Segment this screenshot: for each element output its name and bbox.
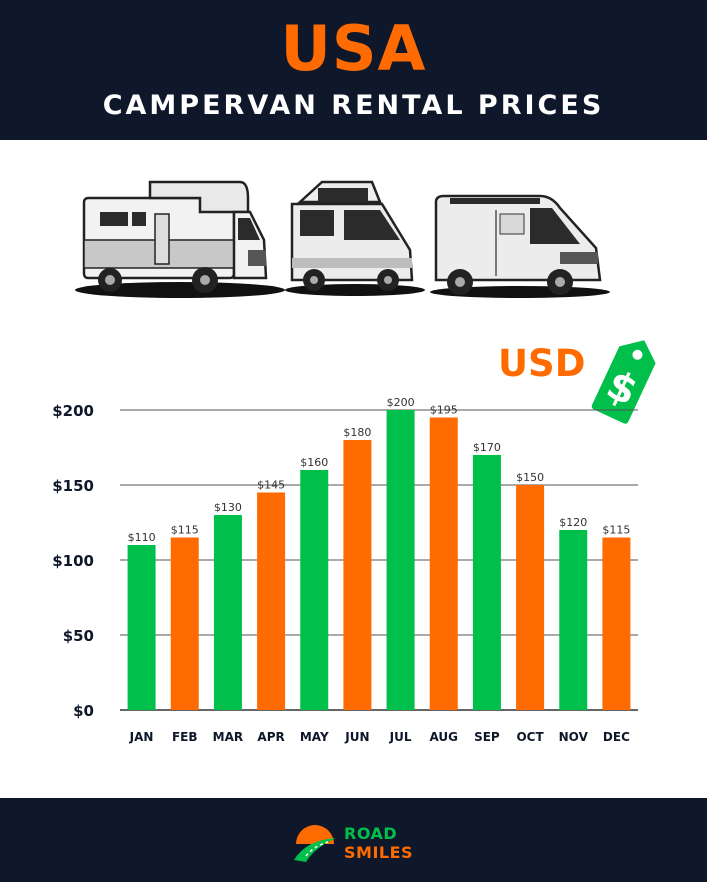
x-tick-label: DEC xyxy=(603,730,630,744)
data-label: $115 xyxy=(602,524,630,537)
data-label: $195 xyxy=(430,404,458,417)
data-label: $130 xyxy=(214,501,242,514)
data-label: $180 xyxy=(343,426,371,439)
bar xyxy=(170,537,199,710)
y-tick-label: $100 xyxy=(52,552,94,570)
brand-logo: ROAD SMILES xyxy=(344,824,413,862)
x-tick-label: JUN xyxy=(344,730,369,744)
brand-line-2: SMILES xyxy=(344,843,414,862)
footer xyxy=(0,798,707,882)
x-tick-label: MAY xyxy=(300,730,329,744)
x-tick-label: JUL xyxy=(389,730,412,744)
data-label: $200 xyxy=(387,396,415,409)
x-tick-label: NOV xyxy=(559,730,589,744)
data-label: $115 xyxy=(171,524,199,537)
bar xyxy=(429,417,458,710)
header: USA CAMPERVAN RENTAL PRICES xyxy=(0,0,707,140)
vehicle-illustrations xyxy=(75,180,610,298)
x-tick-label: MAR xyxy=(213,730,243,744)
bar xyxy=(602,537,631,710)
bar xyxy=(213,515,242,710)
bar xyxy=(472,455,501,710)
bar xyxy=(516,485,545,710)
popup-campervan-icon xyxy=(285,180,425,296)
road-logo-icon xyxy=(294,825,336,862)
y-tick-label: $0 xyxy=(73,702,94,720)
y-tick-label: $150 xyxy=(52,477,94,495)
brand-line-1: ROAD xyxy=(344,824,398,843)
page-title: USA xyxy=(280,12,427,85)
y-tick-label: $50 xyxy=(63,627,94,645)
x-tick-label: OCT xyxy=(516,730,544,744)
bar xyxy=(559,530,588,710)
data-label: $150 xyxy=(516,471,544,484)
page-subtitle: CAMPERVAN RENTAL PRICES xyxy=(102,90,605,121)
motorhome-icon xyxy=(75,180,285,298)
data-label: $160 xyxy=(300,456,328,469)
data-label: $145 xyxy=(257,479,285,492)
data-label: $170 xyxy=(473,441,501,454)
x-tick-label: FEB xyxy=(172,730,198,744)
data-label: $120 xyxy=(559,516,587,529)
dollar-tag-icon: $ xyxy=(591,340,656,424)
price-bar-chart: $0 $50 $100 $150 $200 $110 JAN $115 FEB $130 MAR $1… xyxy=(52,396,638,744)
x-tick-label: AUG xyxy=(429,730,458,744)
bar xyxy=(343,440,372,710)
x-tick-label: JAN xyxy=(129,730,154,744)
y-tick-label: $200 xyxy=(52,402,94,420)
data-label: $110 xyxy=(128,531,156,544)
van-icon xyxy=(430,194,610,298)
bar xyxy=(257,492,286,710)
bar xyxy=(127,545,156,710)
currency-label: USD xyxy=(498,342,586,385)
bar xyxy=(386,410,415,710)
x-tick-label: SEP xyxy=(474,730,500,744)
x-tick-label: APR xyxy=(257,730,284,744)
bar xyxy=(300,470,329,710)
